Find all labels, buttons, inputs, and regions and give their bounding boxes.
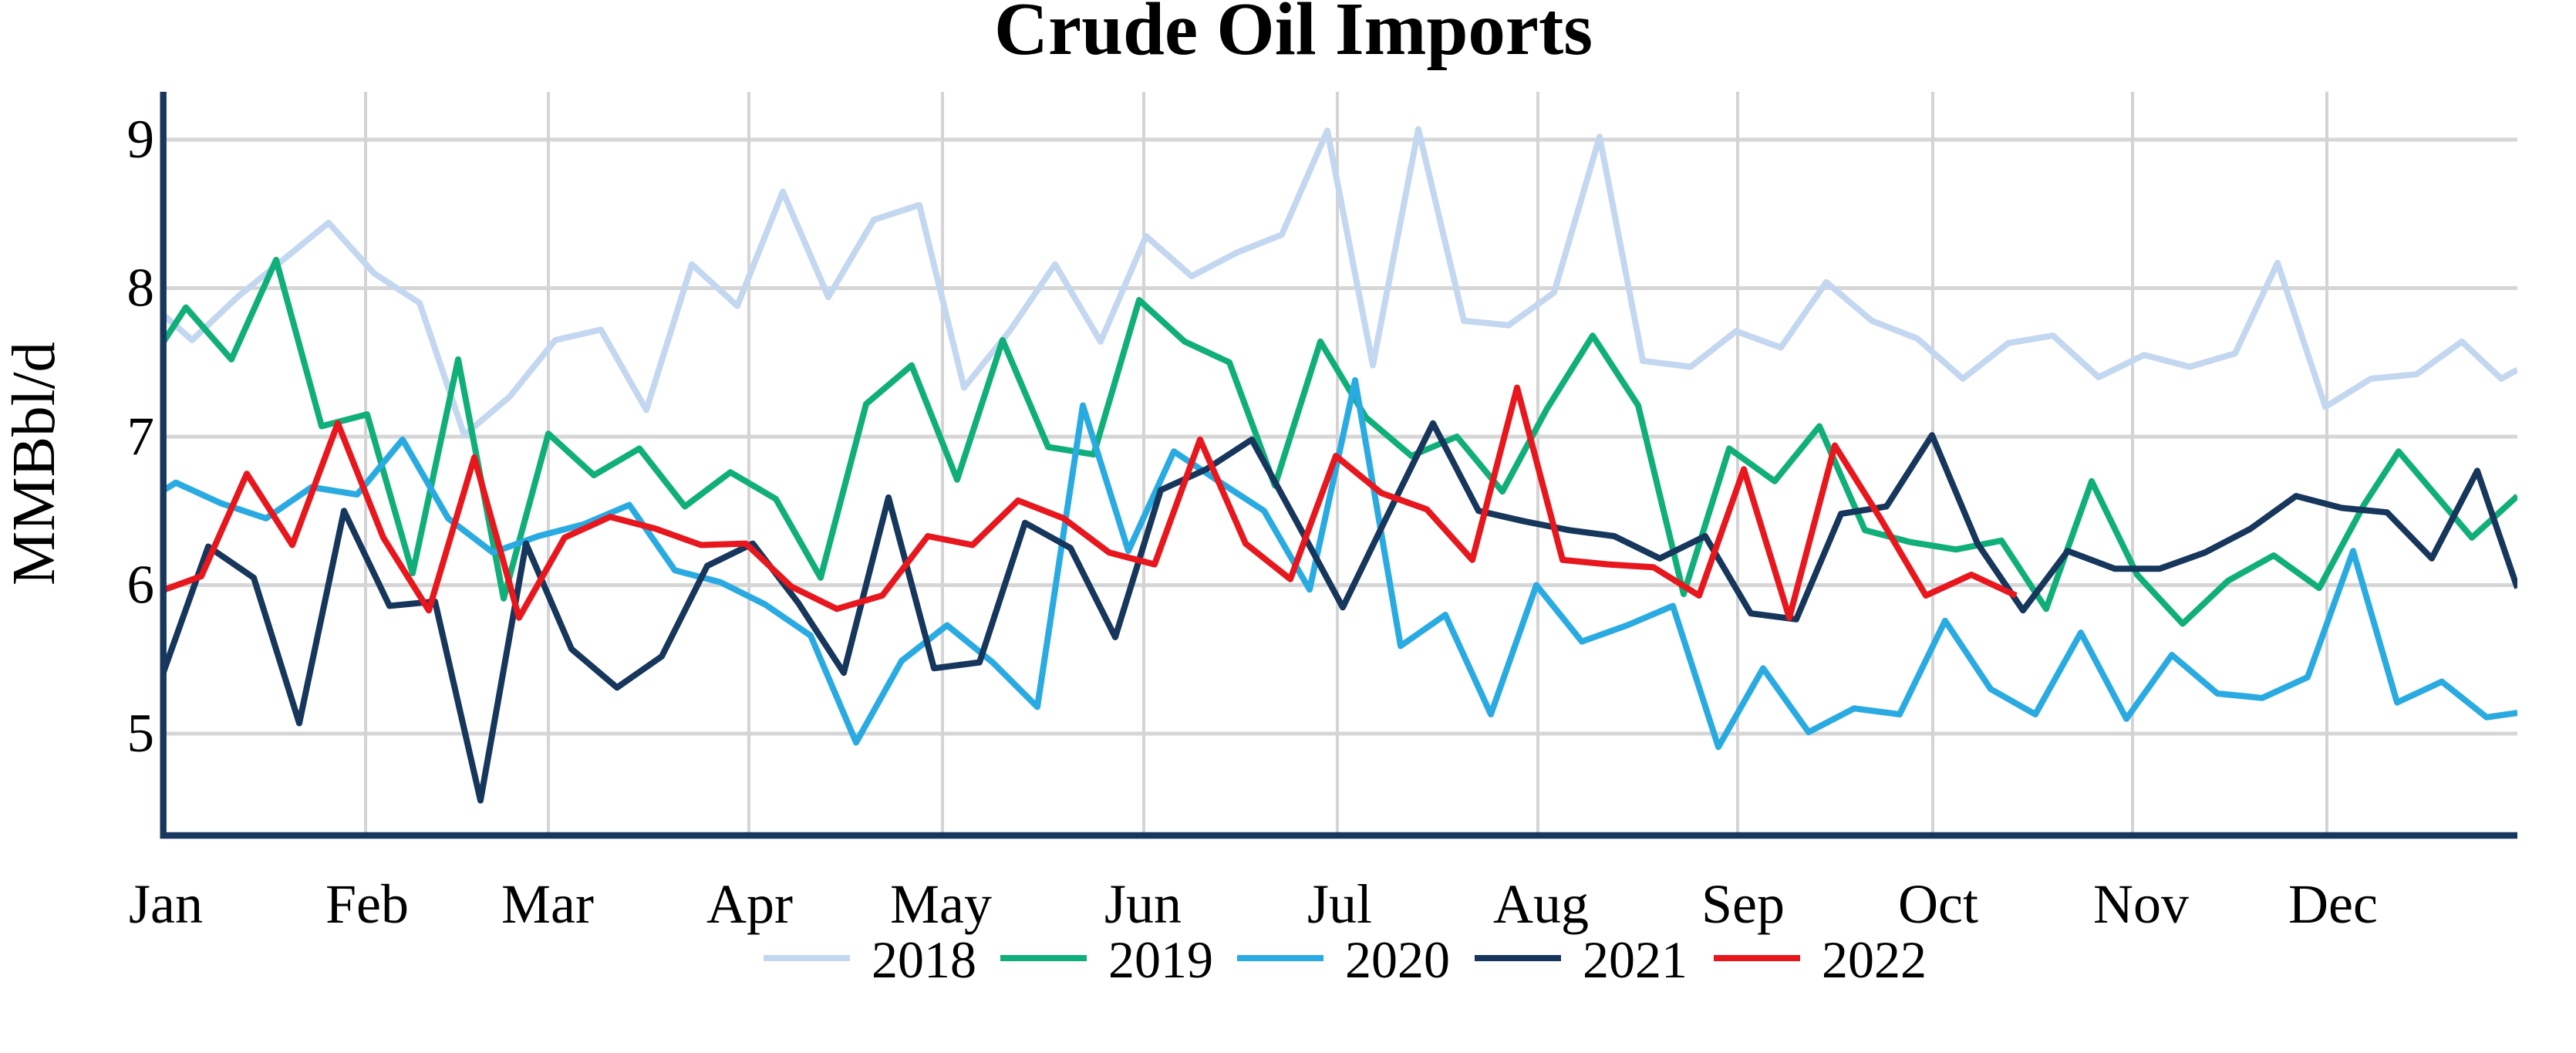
svg-text:2021: 2021	[1583, 930, 1688, 989]
svg-text:2018: 2018	[872, 930, 976, 989]
svg-text:2022: 2022	[1822, 930, 1927, 989]
svg-text:Jan: Jan	[129, 873, 203, 935]
svg-text:Oct: Oct	[1898, 873, 1978, 935]
svg-text:2019: 2019	[1108, 930, 1213, 989]
svg-text:8: 8	[127, 258, 155, 319]
svg-text:MMBbl/d: MMBbl/d	[1, 342, 68, 586]
svg-text:9: 9	[127, 110, 155, 170]
svg-text:Crude Oil Imports: Crude Oil Imports	[994, 0, 1593, 70]
svg-text:Aug: Aug	[1493, 873, 1589, 935]
svg-text:Mar: Mar	[501, 873, 594, 935]
svg-text:Nov: Nov	[2093, 873, 2189, 935]
svg-text:May: May	[890, 873, 992, 935]
svg-text:Jul: Jul	[1307, 873, 1372, 935]
svg-text:Sep: Sep	[1701, 873, 1785, 935]
svg-text:Feb: Feb	[325, 873, 409, 935]
svg-text:2020: 2020	[1345, 930, 1450, 989]
svg-text:5: 5	[127, 704, 155, 764]
svg-text:7: 7	[127, 407, 155, 467]
svg-text:Dec: Dec	[2288, 873, 2378, 935]
svg-text:Jun: Jun	[1104, 873, 1182, 935]
svg-text:6: 6	[127, 555, 155, 616]
svg-text:Apr: Apr	[706, 873, 793, 935]
